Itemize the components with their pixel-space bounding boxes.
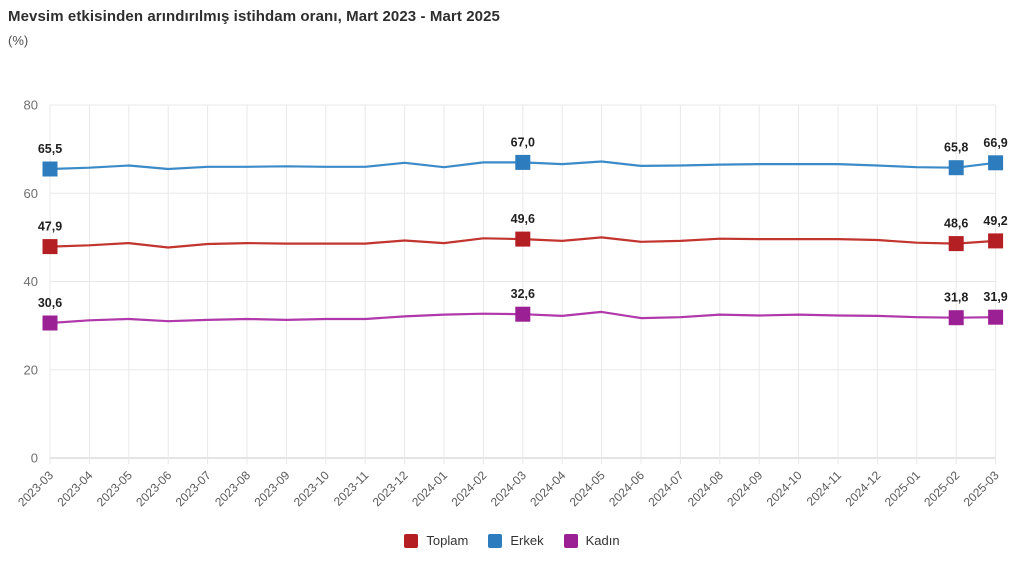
data-marker-erkek-2025-02: [948, 160, 964, 176]
x-axis-tick-label: 2024-09: [724, 468, 765, 509]
legend-item-toplam: Toplam: [404, 533, 468, 548]
y-axis-tick-label: 20: [24, 362, 38, 377]
data-point-label: 31,8: [944, 291, 968, 305]
x-axis-tick-label: 2025-03: [961, 468, 1002, 509]
x-axis-tick-label: 2024-02: [448, 468, 489, 509]
x-axis-tick-label: 2023-11: [331, 468, 372, 509]
data-point-label: 66,9: [983, 136, 1007, 150]
legend-label-toplam: Toplam: [426, 533, 469, 548]
data-marker-toplam-2025-02: [948, 236, 964, 252]
chart-title: Mevsim etkisinden arındırılmış istihdam …: [8, 8, 500, 25]
x-axis-tick-label: 2023-10: [291, 468, 332, 509]
x-axis-tick-label: 2023-05: [94, 468, 135, 509]
legend-label-kadin: Kadın: [585, 533, 620, 548]
data-marker-toplam-2024-03: [515, 231, 531, 247]
y-axis-tick-label: 40: [24, 274, 38, 289]
x-axis-tick-label: 2024-06: [606, 468, 647, 509]
x-axis-tick-label: 2023-06: [133, 468, 174, 509]
x-axis-tick-label: 2024-01: [409, 468, 450, 509]
data-marker-kadin-2025-03: [988, 309, 1004, 325]
data-point-label: 49,6: [511, 212, 535, 226]
data-marker-erkek-2023-03: [42, 161, 58, 177]
data-point-label: 47,9: [38, 220, 62, 234]
y-axis-tick-label: 0: [31, 451, 38, 466]
data-marker-erkek-2024-03: [515, 154, 531, 170]
x-axis-tick-label: 2023-07: [173, 468, 214, 509]
x-axis-tick-label: 2024-05: [567, 468, 608, 509]
data-marker-kadin-2025-02: [948, 310, 964, 326]
x-axis-tick-label: 2024-07: [645, 468, 686, 509]
legend-item-kadin: Kadın: [563, 533, 620, 548]
x-axis-tick-label: 2023-08: [212, 468, 253, 509]
data-marker-toplam-2025-03: [988, 233, 1004, 249]
data-point-label: 65,5: [38, 142, 62, 156]
x-axis-tick-label: 2023-03: [15, 468, 56, 509]
x-axis-tick-label: 2024-03: [488, 468, 529, 509]
legend-swatch-toplam: [404, 533, 419, 548]
data-marker-kadin-2024-03: [515, 306, 531, 322]
data-marker-toplam-2023-03: [42, 239, 58, 255]
legend-swatch-erkek: [488, 533, 503, 548]
x-axis-tick-label: 2024-12: [842, 468, 883, 509]
x-axis-tick-label: 2024-11: [804, 468, 845, 509]
data-marker-kadin-2023-03: [42, 315, 58, 331]
x-axis-tick-label: 2025-01: [882, 468, 923, 509]
data-point-label: 32,6: [511, 287, 535, 301]
chart-unit-label: (%): [8, 33, 29, 48]
y-axis-tick-label: 80: [24, 98, 38, 113]
data-point-label: 48,6: [944, 217, 968, 231]
x-axis-tick-label: 2023-09: [251, 468, 292, 509]
x-axis-tick-label: 2024-08: [685, 468, 726, 509]
y-axis-tick-label: 60: [24, 186, 38, 201]
x-axis-tick-label: 2025-02: [921, 468, 962, 509]
chart-legend: Toplam Erkek Kadın: [0, 533, 1024, 548]
legend-label-erkek: Erkek: [510, 533, 544, 548]
data-point-label: 30,6: [38, 296, 62, 310]
legend-swatch-kadin: [563, 533, 578, 548]
data-point-label: 67,0: [511, 135, 535, 149]
data-point-label: 31,9: [983, 290, 1007, 304]
x-axis-tick-label: 2024-10: [764, 468, 805, 509]
x-axis-tick-label: 2023-04: [54, 468, 95, 509]
x-axis-tick-label: 2023-12: [370, 468, 411, 509]
data-marker-erkek-2025-03: [988, 155, 1004, 171]
data-point-label: 49,2: [983, 214, 1007, 228]
x-axis-tick-label: 2024-04: [527, 468, 568, 509]
data-point-label: 65,8: [944, 141, 968, 155]
legend-item-erkek: Erkek: [488, 533, 544, 548]
